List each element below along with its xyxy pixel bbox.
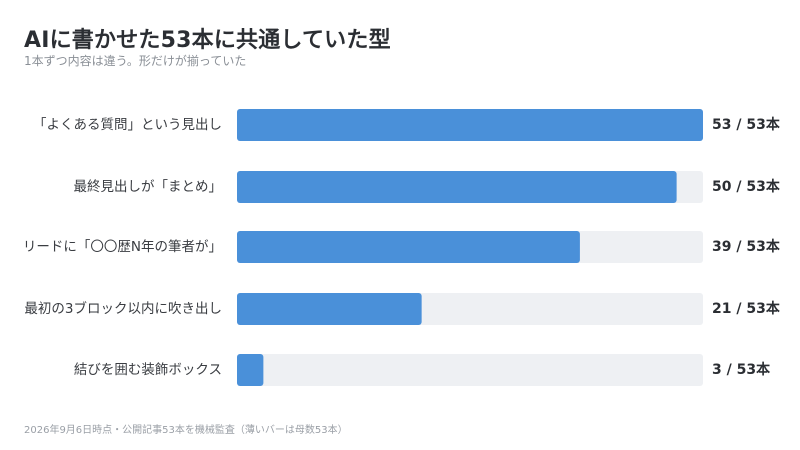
category-label: リードに「〇〇歴N年の筆者が」: [23, 239, 222, 255]
value-label: 53 / 53本: [712, 116, 781, 133]
bar: [237, 109, 703, 141]
bar: [237, 354, 264, 386]
value-label: 3 / 53本: [712, 361, 771, 378]
category-label: 「よくある質問」という見出し: [33, 117, 222, 133]
value-label: 39 / 53本: [712, 238, 781, 255]
chart-subtitle: 1本ずつ内容は違う。形だけが揃っていた: [24, 54, 247, 68]
bar: [237, 293, 422, 325]
bar: [237, 171, 677, 203]
category-label: 結びを囲む装飾ボックス: [74, 362, 222, 378]
chart-title: AIに書かせた53本に共通していた型: [24, 28, 391, 53]
category-label: 最初の3ブロック以内に吹き出し: [24, 300, 222, 317]
value-label: 21 / 53本: [712, 300, 781, 317]
category-label: 最終見出しが「まとめ」: [74, 179, 223, 195]
bar: [237, 231, 580, 263]
value-label: 50 / 53本: [712, 178, 781, 195]
bar-track: [237, 354, 703, 386]
footer-note: 2026年9月6日時点・公開記事53本を機械監査（薄いバーは母数53本）: [24, 425, 348, 436]
